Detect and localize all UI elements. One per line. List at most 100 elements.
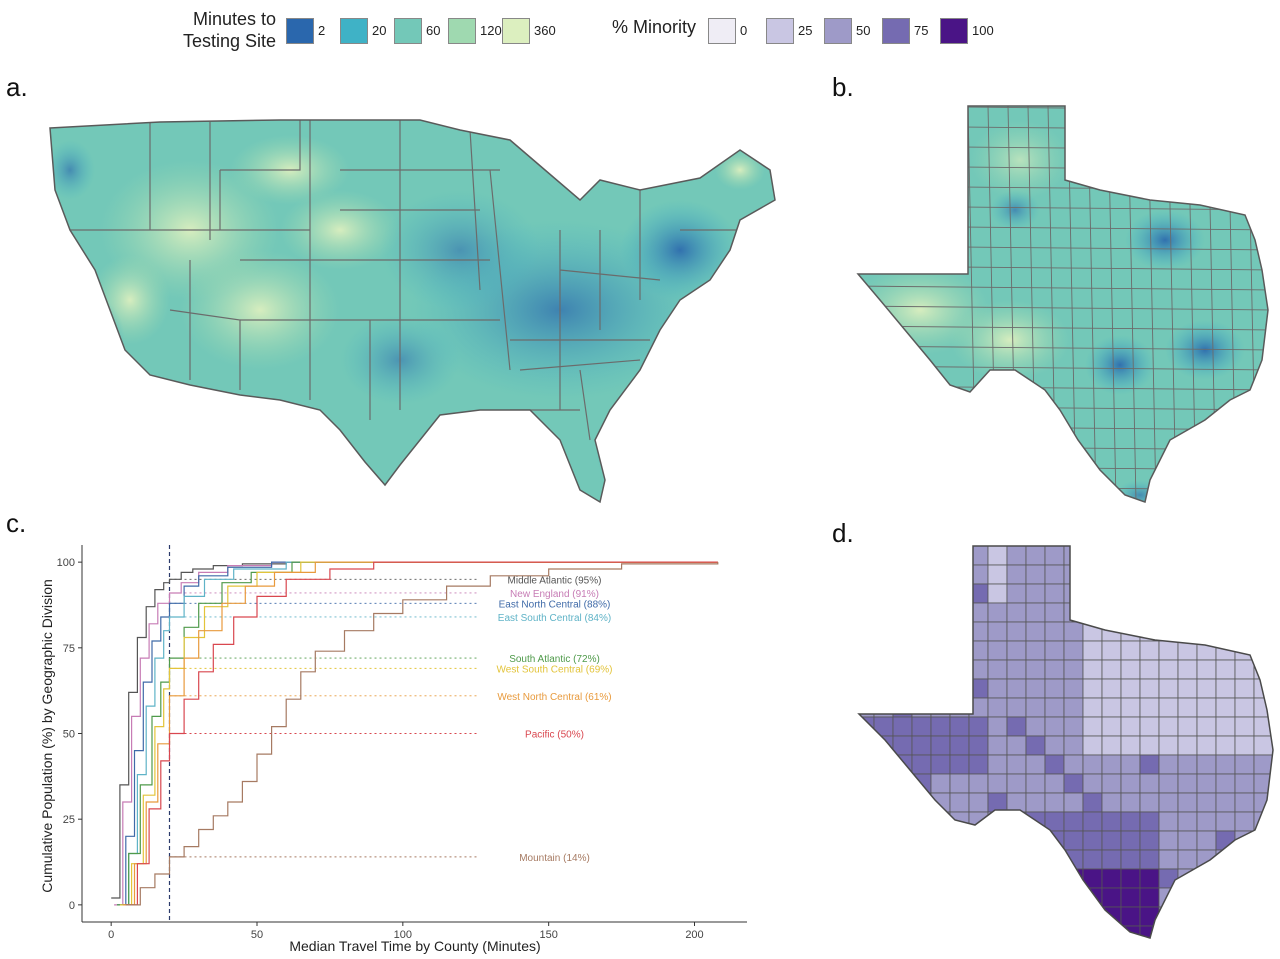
county-cell (1082, 678, 1103, 699)
county-cell (1177, 659, 1198, 680)
county-cell (1234, 906, 1255, 927)
county-cell (1063, 868, 1084, 889)
county-cell (1139, 849, 1160, 870)
county-cell (968, 773, 989, 794)
county-cell (1101, 659, 1122, 680)
county-cell (892, 659, 913, 680)
county-cell (859, 621, 875, 642)
county-cell (1158, 602, 1179, 623)
county-cell (1101, 546, 1122, 566)
county-cell (1006, 849, 1027, 870)
county-cell (987, 792, 1008, 813)
county-cell (1063, 546, 1084, 566)
county-cell (1234, 583, 1255, 604)
county-cell (1082, 697, 1103, 718)
county-cell (1215, 602, 1236, 623)
county-cell (1120, 621, 1141, 642)
county-cell (1215, 716, 1236, 737)
county-cell (1063, 583, 1084, 604)
county-cell (1120, 868, 1141, 889)
county-cell (968, 925, 989, 938)
county-cell (1006, 640, 1027, 661)
county-cell (1025, 697, 1046, 718)
county-cell (930, 887, 951, 908)
county-cell (1082, 564, 1103, 585)
minority-legend-title: % Minority (612, 17, 697, 37)
minority-legend-label: 100 (972, 23, 994, 38)
county-cell (1139, 811, 1160, 832)
y-tick-label: 0 (69, 900, 75, 912)
county-cell (911, 621, 932, 642)
county-cell (1253, 659, 1273, 680)
county-cell (1101, 792, 1122, 813)
county-cell (1215, 564, 1236, 585)
series-line (117, 561, 718, 906)
county-cell (949, 659, 970, 680)
county-cell (1044, 868, 1065, 889)
county-cell (911, 602, 932, 623)
county-cell (1272, 678, 1273, 699)
county-cell (987, 811, 1008, 832)
county-cell (1120, 906, 1141, 927)
county-cell (892, 546, 913, 566)
minority-legend-swatch (766, 18, 794, 44)
county-cell (1025, 887, 1046, 908)
county-cell (892, 640, 913, 661)
county-cell (1272, 830, 1273, 851)
county-cell (1101, 716, 1122, 737)
county-cell (1120, 678, 1141, 699)
county-cell (1158, 925, 1179, 938)
county-cell (1196, 621, 1217, 642)
county-cell (911, 906, 932, 927)
county-cell (1139, 659, 1160, 680)
county-cell (859, 640, 875, 661)
county-cell (1082, 583, 1103, 604)
county-cell (1253, 906, 1273, 927)
county-cell (1120, 887, 1141, 908)
county-cell (859, 602, 875, 623)
county-cell (1158, 906, 1179, 927)
county-cell (1215, 868, 1236, 889)
county-cell (1063, 906, 1084, 927)
x-tick-label: 150 (539, 929, 557, 941)
texas-minority-map (857, 545, 1274, 939)
county-cell (1006, 925, 1027, 938)
county-cell (892, 868, 913, 889)
county-cell (873, 830, 894, 851)
county-cell (1253, 925, 1273, 938)
minority-legend-label: 0 (740, 23, 748, 38)
county-cell (930, 716, 951, 737)
county-cell (1234, 792, 1255, 813)
county-cell (859, 849, 875, 870)
county-cell (1177, 811, 1198, 832)
county-cell (911, 564, 932, 585)
county-cell (892, 887, 913, 908)
county-cell (873, 602, 894, 623)
county-cell (1234, 735, 1255, 756)
county-cell (1139, 583, 1160, 604)
county-cell (1234, 659, 1255, 680)
county-cell (949, 678, 970, 699)
county-cell (1101, 811, 1122, 832)
county-cell (949, 868, 970, 889)
county-cell (873, 849, 894, 870)
county-cell (911, 659, 932, 680)
county-cell (1025, 602, 1046, 623)
county-cell (1063, 640, 1084, 661)
county-cell (949, 754, 970, 775)
county-cell (1082, 887, 1103, 908)
county-cell (1215, 659, 1236, 680)
county-cell (1177, 546, 1198, 566)
county-cell (968, 659, 989, 680)
county-cell (1101, 678, 1122, 699)
county-cell (949, 849, 970, 870)
time-legend-label: 20 (372, 23, 387, 38)
county-cell (1158, 868, 1179, 889)
county-cell (1120, 546, 1141, 566)
county-cell (1006, 621, 1027, 642)
county-cell (1139, 697, 1160, 718)
county-cell (1158, 583, 1179, 604)
county-cell (911, 678, 932, 699)
series-label: East South Central (84%) (498, 613, 611, 624)
county-cell (1044, 925, 1065, 938)
